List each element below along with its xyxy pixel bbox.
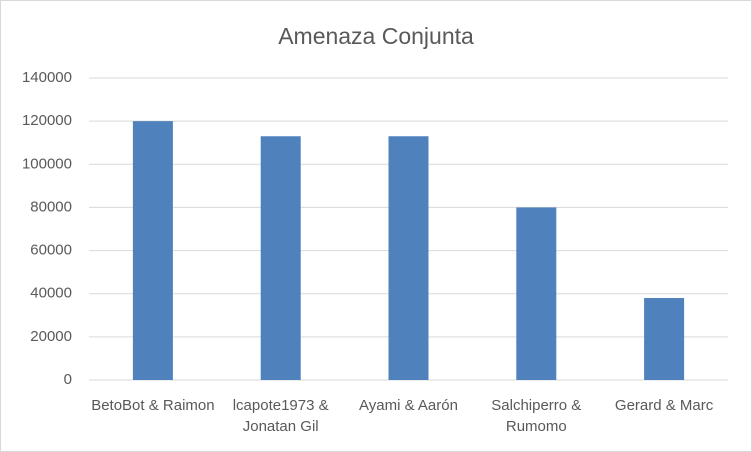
y-tick-label: 100000 xyxy=(22,155,72,172)
y-tick-label: 120000 xyxy=(22,112,72,129)
bar xyxy=(388,136,429,380)
y-tick-label: 40000 xyxy=(30,285,72,302)
bar xyxy=(132,121,173,381)
x-tick-label: BetoBot & Raimon xyxy=(91,397,215,414)
y-tick-label: 20000 xyxy=(30,328,72,345)
bar xyxy=(644,298,685,380)
x-tick-label: lcapote1973 & Jonatan Gil xyxy=(232,397,329,435)
bar xyxy=(260,136,301,380)
bar xyxy=(516,207,557,380)
x-tick-label: Ayami & Aarón xyxy=(359,397,458,414)
y-tick-label: 140000 xyxy=(22,69,72,86)
y-tick-label: 80000 xyxy=(30,198,72,215)
x-tick-label: Gerard & Marc xyxy=(614,397,714,414)
y-tick-label: 0 xyxy=(64,371,72,388)
x-tick-label: Salchiperro & Rumomo xyxy=(491,397,582,435)
y-tick-label: 60000 xyxy=(30,242,72,259)
chart-title: Amenaza Conjunta xyxy=(278,23,474,49)
